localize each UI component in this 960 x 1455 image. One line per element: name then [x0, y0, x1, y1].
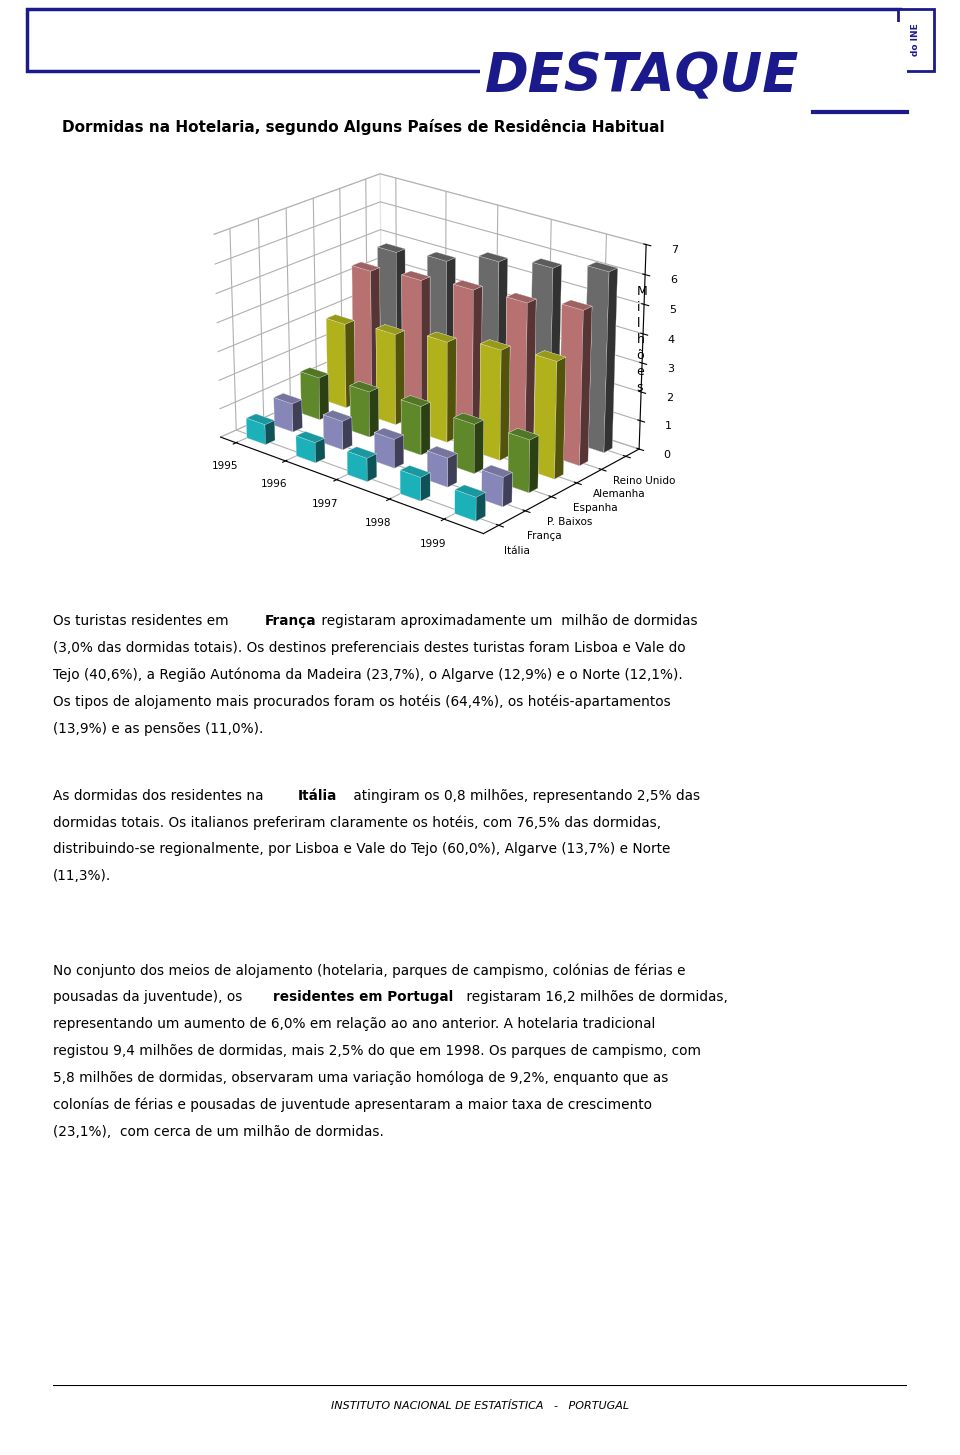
- Text: registaram aproximadamente um  milhão de dormidas: registaram aproximadamente um milhão de …: [317, 614, 697, 629]
- Text: (13,9%) e as pensões (11,0%).: (13,9%) e as pensões (11,0%).: [53, 722, 263, 736]
- Text: (23,1%),  com cerca de um milhão de dormidas.: (23,1%), com cerca de um milhão de dormi…: [53, 1125, 384, 1139]
- Text: (11,3%).: (11,3%).: [53, 870, 111, 883]
- Text: Os tipos de alojamento mais procurados foram os hotéis (64,4%), os hotéis-aparta: Os tipos de alojamento mais procurados f…: [53, 694, 670, 709]
- Text: colonías de férias e pousadas de juventude apresentaram a maior taxa de crescime: colonías de férias e pousadas de juventu…: [53, 1099, 652, 1112]
- Text: 5,8 milhões de dormidas, observaram uma variação homóloga de 9,2%, enquanto que : 5,8 milhões de dormidas, observaram uma …: [53, 1071, 668, 1085]
- Text: Os turistas residentes em: Os turistas residentes em: [53, 614, 233, 629]
- Text: INSTITUTO NACIONAL DE ESTATÍSTICA   -   PORTUGAL: INSTITUTO NACIONAL DE ESTATÍSTICA - PORT…: [331, 1401, 629, 1411]
- Text: residentes em Portugal: residentes em Portugal: [274, 989, 453, 1004]
- Text: No conjunto dos meios de alojamento (hotelaria, parques de campismo, colónias de: No conjunto dos meios de alojamento (hot…: [53, 963, 685, 978]
- Text: Tejo (40,6%), a Região Autónoma da Madeira (23,7%), o Algarve (12,9%) e o Norte : Tejo (40,6%), a Região Autónoma da Madei…: [53, 668, 683, 682]
- Text: Dormidas na Hotelaria, segundo Alguns Países de Residência Habitual: Dormidas na Hotelaria, segundo Alguns Pa…: [62, 119, 665, 135]
- Text: registaram 16,2 milhões de dormidas,: registaram 16,2 milhões de dormidas,: [462, 989, 728, 1004]
- Text: (3,0% das dormidas totais). Os destinos preferenciais destes turistas foram Lisb: (3,0% das dormidas totais). Os destinos …: [53, 640, 685, 655]
- Text: França: França: [265, 614, 317, 629]
- Text: As dormidas dos residentes na: As dormidas dos residentes na: [53, 789, 268, 803]
- Text: Itália: Itália: [298, 789, 337, 803]
- Text: pousadas da juventude), os: pousadas da juventude), os: [53, 989, 247, 1004]
- Text: dormidas totais. Os italianos preferiram claramente os hotéis, com 76,5% das dor: dormidas totais. Os italianos preferiram…: [53, 815, 660, 829]
- Text: representando um aumento de 6,0% em relação ao ano anterior. A hotelaria tradici: representando um aumento de 6,0% em rela…: [53, 1017, 655, 1032]
- Text: DESTAQUE: DESTAQUE: [485, 51, 800, 103]
- Text: do INE: do INE: [911, 23, 921, 57]
- Text: atingiram os 0,8 milhões, representando 2,5% das: atingiram os 0,8 milhões, representando …: [349, 789, 701, 803]
- Text: M
i
l
h
õ
e
s: M i l h õ e s: [636, 285, 647, 394]
- Text: registou 9,4 milhões de dormidas, mais 2,5% do que em 1998. Os parques de campis: registou 9,4 milhões de dormidas, mais 2…: [53, 1045, 701, 1058]
- Text: distribuindo-se regionalmente, por Lisboa e Vale do Tejo (60,0%), Algarve (13,7%: distribuindo-se regionalmente, por Lisbo…: [53, 842, 670, 857]
